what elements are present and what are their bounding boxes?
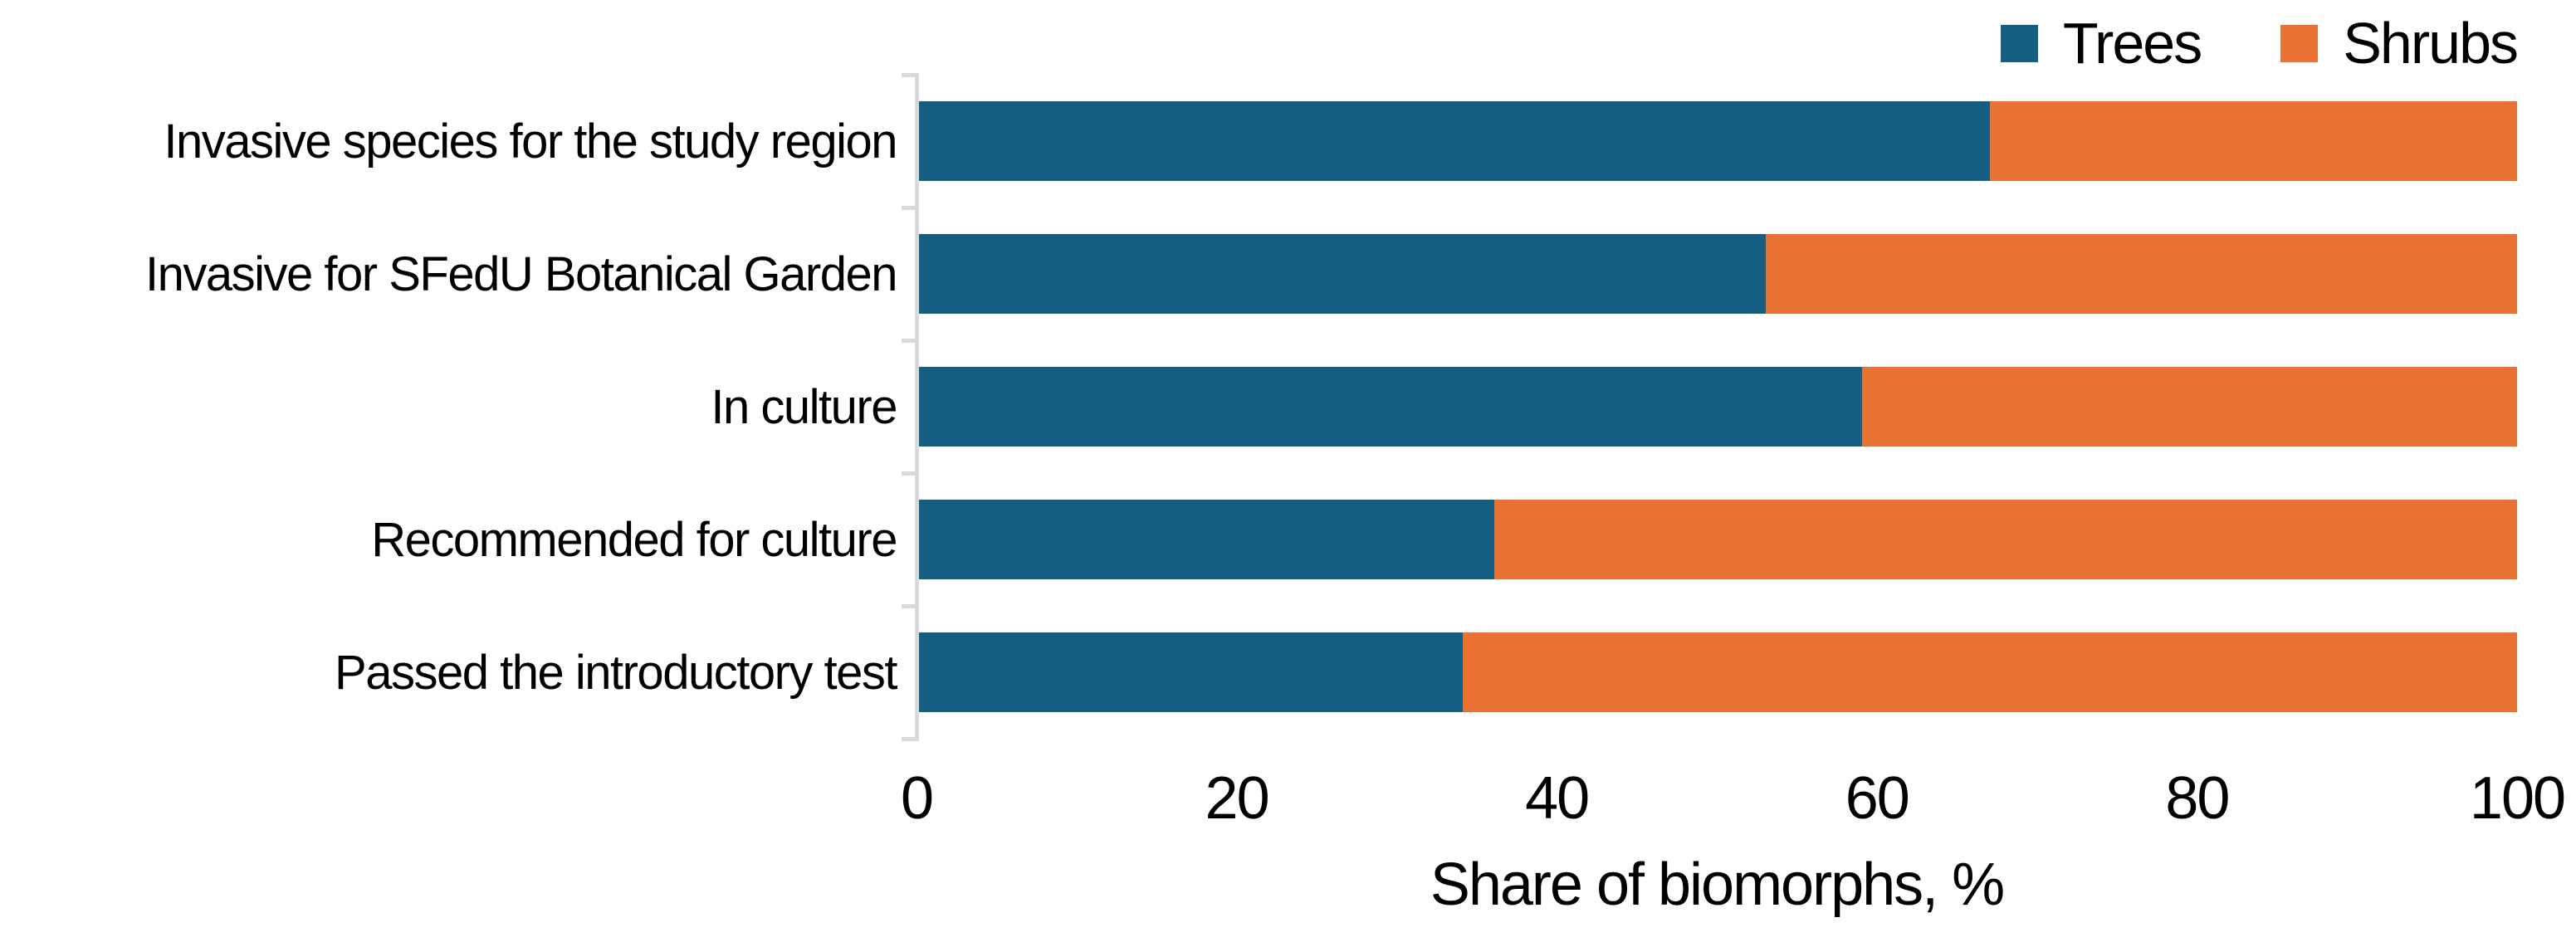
category-axis-tick <box>902 206 919 210</box>
category-label: Recommended for culture <box>371 512 897 567</box>
bar-segment-shrubs <box>1989 101 2517 181</box>
bar-segment-trees <box>919 234 1767 314</box>
bar-track <box>919 101 2517 181</box>
category-label: Invasive species for the study region <box>164 114 897 168</box>
bar-segment-shrubs <box>1861 367 2517 447</box>
category-axis-tick <box>902 737 919 741</box>
legend-item-trees: Trees <box>2000 11 2202 76</box>
category-axis-tick <box>902 604 919 608</box>
legend-label-shrubs: Shrubs <box>2343 11 2519 76</box>
legend-swatch-shrubs <box>2280 24 2319 62</box>
x-tick-label: 100 <box>2469 765 2566 832</box>
bar-track <box>919 234 2517 314</box>
bar-track <box>919 500 2517 579</box>
bar-segment-shrubs <box>1494 500 2517 579</box>
chart-row: Recommended for culture <box>0 473 2576 606</box>
bar-track <box>919 367 2517 447</box>
bar-segment-shrubs <box>1766 234 2517 314</box>
x-axis-ticks: 0 20 40 60 80 100 <box>901 765 2566 838</box>
category-axis-line <box>915 75 919 739</box>
legend-swatch-trees <box>2000 24 2038 62</box>
chart-row: In culture <box>0 340 2576 473</box>
category-axis-tick <box>902 73 919 77</box>
chart-row: Invasive for SFedU Botanical Garden <box>0 207 2576 340</box>
x-tick-label: 60 <box>1845 765 1910 832</box>
bar-track <box>919 632 2517 712</box>
x-tick-label: 20 <box>1205 765 1270 832</box>
legend-item-shrubs: Shrubs <box>2280 11 2519 76</box>
bar-segment-trees <box>919 101 1990 181</box>
category-label: Invasive for SFedU Botanical Garden <box>145 247 897 301</box>
x-tick-label: 80 <box>2165 765 2230 832</box>
category-label: In culture <box>711 379 897 434</box>
bar-segment-shrubs <box>1462 632 2517 712</box>
x-axis-title: Share of biomorphs, % <box>1430 852 2005 918</box>
category-label: Passed the introductory test <box>335 645 897 700</box>
chart-row: Invasive species for the study region <box>0 75 2576 207</box>
bar-segment-trees <box>919 632 1463 712</box>
category-axis <box>902 73 919 741</box>
x-tick-label: 0 <box>900 765 934 832</box>
category-axis-tick <box>902 471 919 476</box>
category-axis-tick <box>902 339 919 343</box>
chart-legend: Trees Shrubs <box>2000 5 2519 81</box>
legend-label-trees: Trees <box>2062 11 2202 76</box>
plot-area: Invasive species for the study region In… <box>0 75 2576 739</box>
chart-row: Passed the introductory test <box>0 606 2576 739</box>
bar-segment-trees <box>919 367 1862 447</box>
bar-segment-trees <box>919 500 1494 579</box>
x-tick-label: 40 <box>1525 765 1590 832</box>
